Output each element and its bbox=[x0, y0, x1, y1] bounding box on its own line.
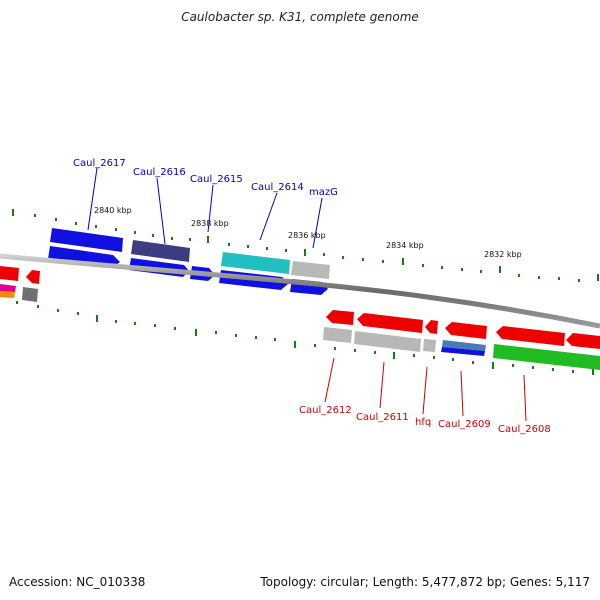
left-partial-genes bbox=[0, 266, 40, 302]
gene-caul-2609-b[interactable] bbox=[441, 347, 485, 356]
gene-arrow[interactable] bbox=[496, 326, 565, 346]
label-caul-2614: Caul_2614 bbox=[251, 182, 304, 193]
bottom-strand-row-2 bbox=[323, 327, 600, 370]
label-caul-2611: Caul_2611 bbox=[356, 412, 409, 423]
outer-tick-ring bbox=[12, 209, 599, 282]
scale-label: 2832 kbp bbox=[484, 250, 522, 259]
gene-arrow[interactable] bbox=[445, 322, 487, 339]
scale-label: 2840 kbp bbox=[94, 206, 132, 215]
gene-mazg[interactable] bbox=[291, 261, 330, 279]
gene-partial[interactable] bbox=[0, 266, 19, 281]
genome-info-text: Topology: circular; Length: 5,477,872 bp… bbox=[260, 575, 590, 589]
gene-box[interactable] bbox=[423, 339, 436, 352]
gene-arrow[interactable] bbox=[48, 246, 120, 268]
gene-partial[interactable] bbox=[0, 291, 15, 298]
gene-caul-2608[interactable] bbox=[493, 344, 600, 370]
scale-label: 2838 kbp bbox=[191, 219, 229, 228]
gene-box[interactable] bbox=[354, 331, 421, 352]
genome-backbone bbox=[0, 253, 600, 329]
scale-label: 2834 kbp bbox=[386, 241, 424, 250]
gene-partial[interactable] bbox=[0, 284, 16, 292]
top-strand-row-1 bbox=[50, 228, 330, 279]
gene-caul-2609[interactable] bbox=[442, 340, 486, 351]
top-gene-labels: Caul_2617 Caul_2616 Caul_2615 Caul_2614 … bbox=[73, 158, 338, 198]
gene-hfq[interactable] bbox=[425, 320, 438, 334]
label-caul-2615: Caul_2615 bbox=[190, 174, 243, 185]
bottom-gene-labels: Caul_2612 Caul_2611 hfq Caul_2609 Caul_2… bbox=[299, 405, 551, 435]
gene-caul-2617[interactable] bbox=[50, 228, 123, 252]
label-caul-2609: Caul_2609 bbox=[438, 419, 491, 430]
bottom-strand-row-1 bbox=[326, 310, 600, 349]
gene-box[interactable] bbox=[323, 327, 352, 343]
label-caul-2616: Caul_2616 bbox=[133, 167, 186, 178]
map-title: Caulobacter sp. K31, complete genome bbox=[181, 10, 419, 24]
top-callouts bbox=[87, 167, 323, 249]
scale-labels: 2840 kbp 2838 kbp 2836 kbp 2834 kbp 2832… bbox=[94, 206, 522, 259]
gene-caul-2611[interactable] bbox=[357, 313, 423, 333]
label-caul-2617: Caul_2617 bbox=[73, 158, 126, 169]
gene-caul-2616[interactable] bbox=[131, 240, 190, 262]
inner-tick-ring bbox=[16, 301, 594, 375]
scale-label: 2836 kbp bbox=[288, 231, 326, 240]
accession-text: Accession: NC_010338 bbox=[9, 575, 146, 589]
label-mazg: mazG bbox=[309, 187, 338, 198]
bottom-callouts bbox=[324, 357, 527, 422]
label-caul-2612: Caul_2612 bbox=[299, 405, 352, 416]
gene-arrow[interactable] bbox=[566, 333, 600, 349]
gene-caul-2614[interactable] bbox=[221, 252, 290, 274]
gene-partial[interactable] bbox=[22, 287, 38, 302]
gene-caul-2612[interactable] bbox=[326, 310, 354, 325]
label-caul-2608: Caul_2608 bbox=[498, 424, 551, 435]
gene-partial[interactable] bbox=[26, 270, 40, 284]
label-hfq: hfq bbox=[415, 417, 431, 428]
